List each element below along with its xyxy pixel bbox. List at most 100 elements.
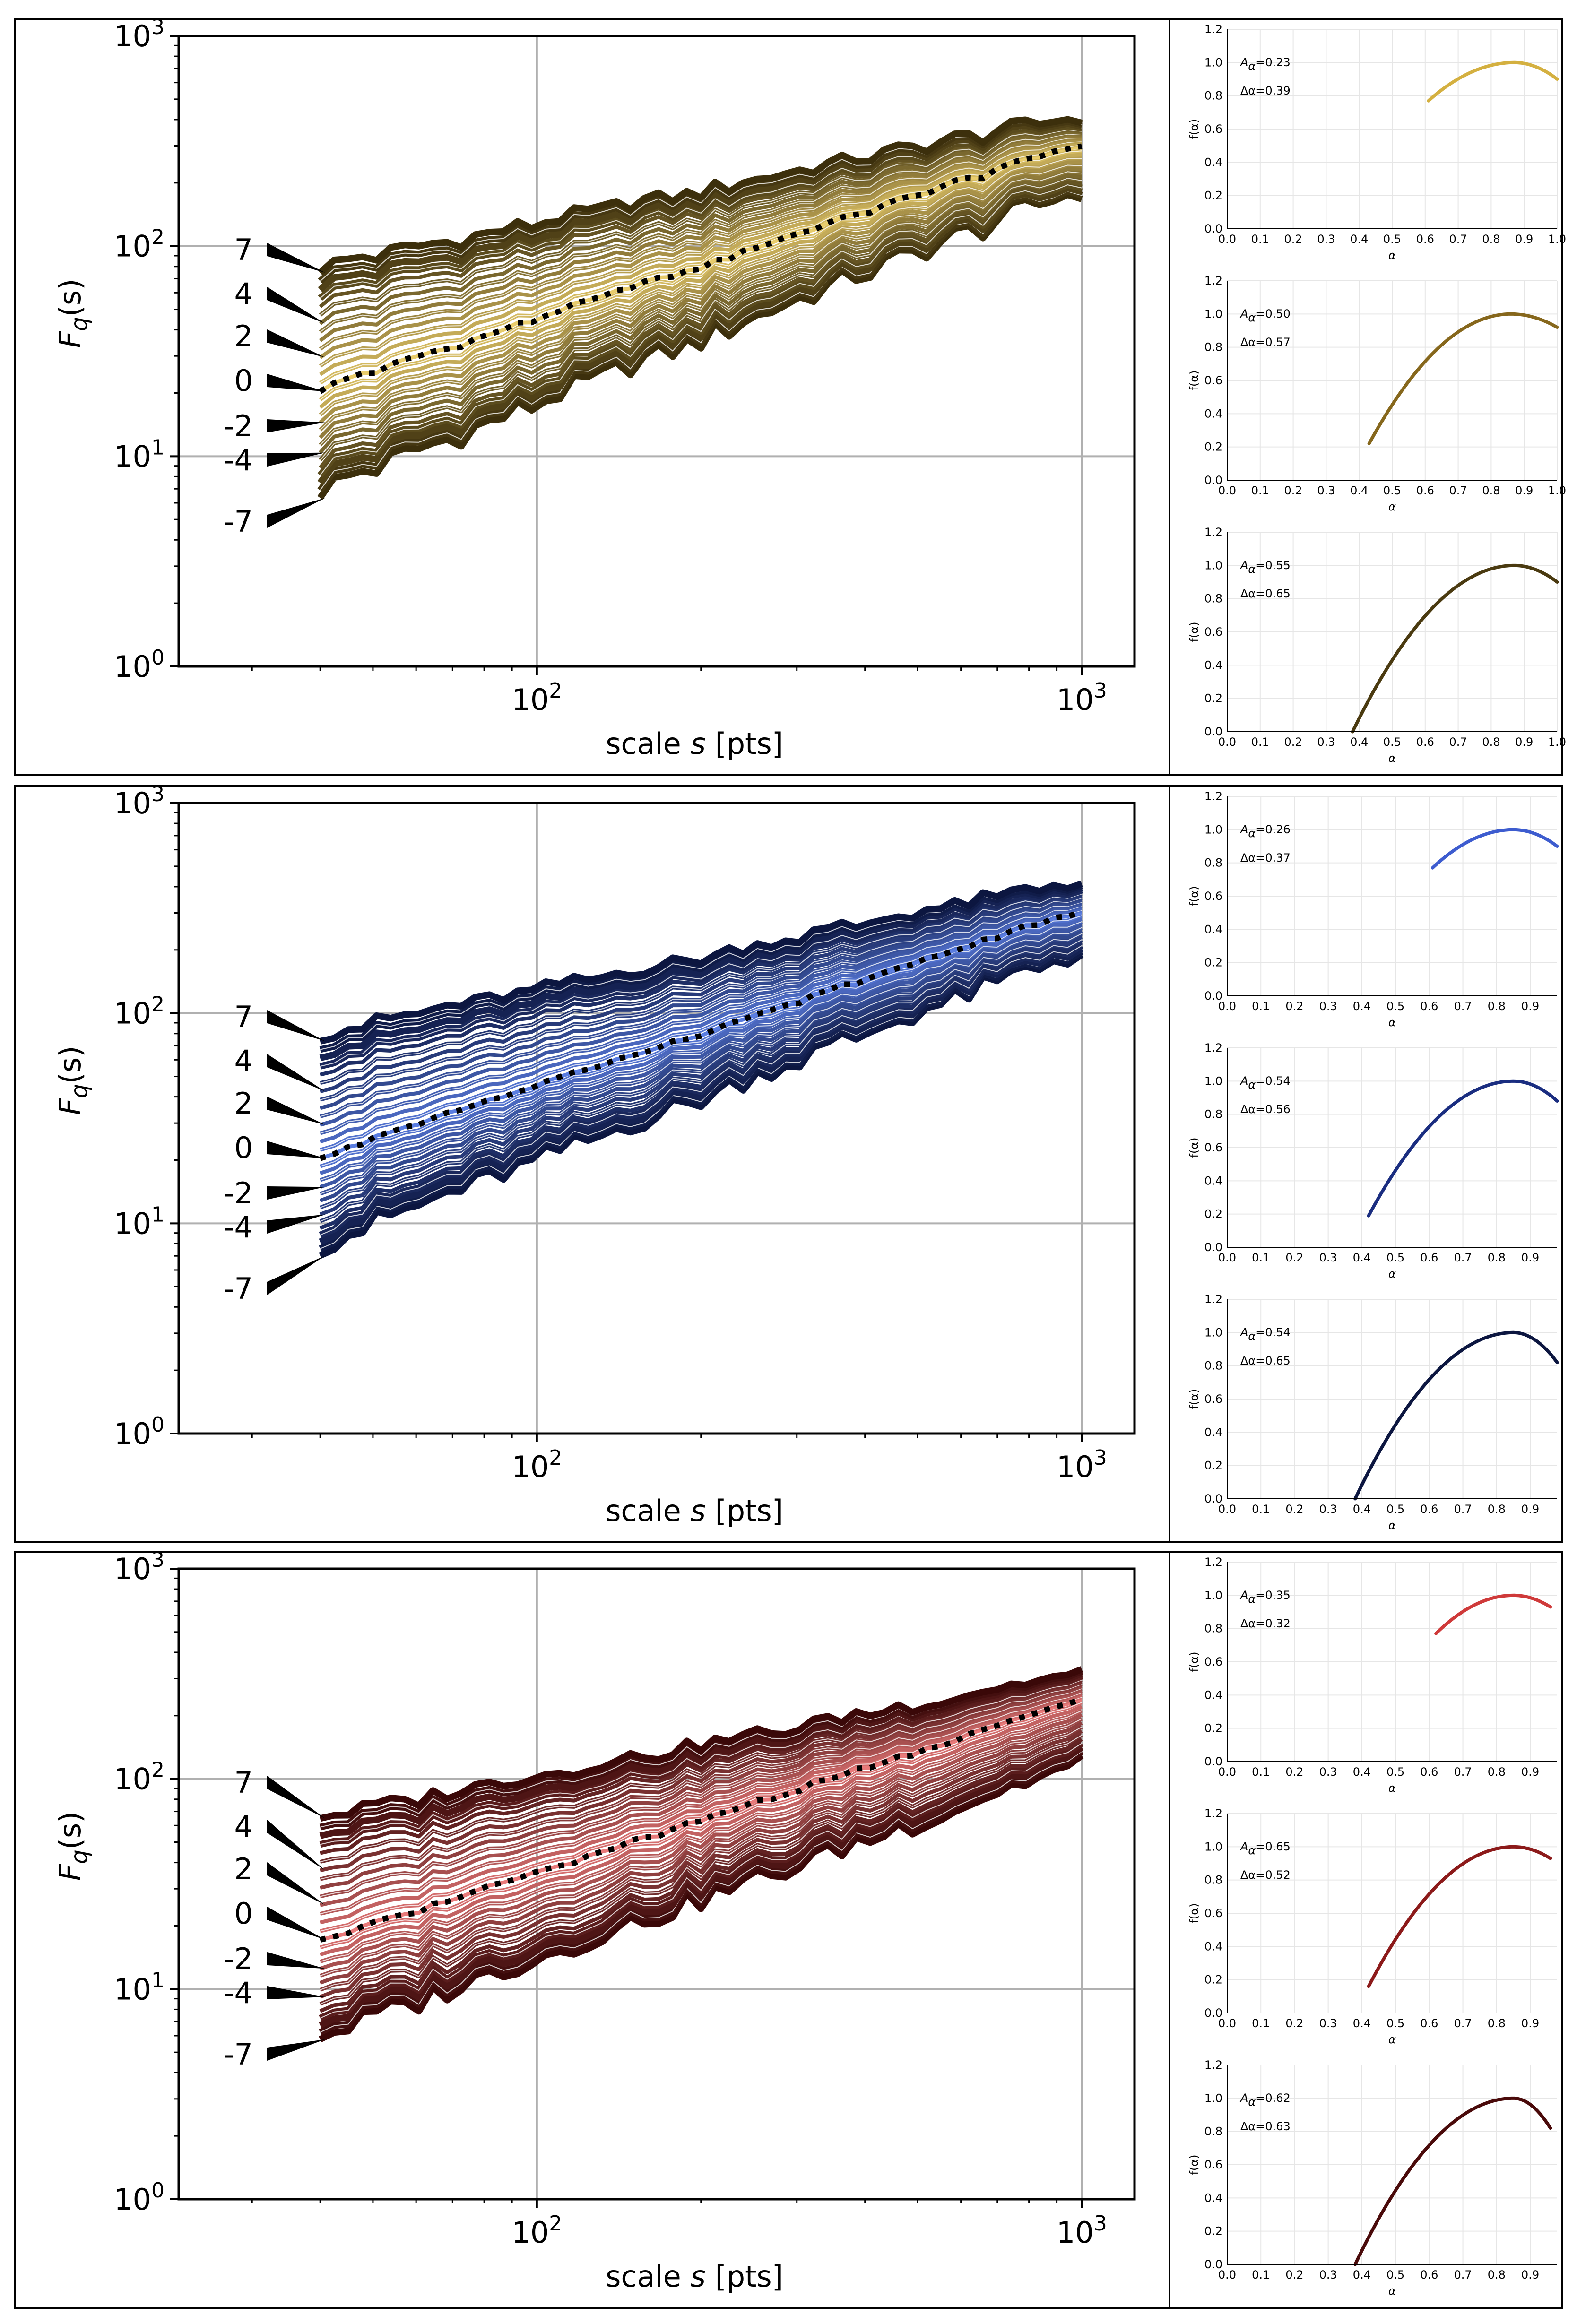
spectrum-x-tick-label: 0.1	[1251, 233, 1269, 246]
spectrum-y-tick-label: 0.2	[1204, 441, 1222, 454]
q-label: -7	[224, 1271, 253, 1306]
q-label-arrow	[267, 452, 325, 467]
q-label: -2	[224, 1942, 253, 1976]
y-axis-label: Fq(s)	[53, 279, 93, 348]
spectrum-y-tick-label: 0.4	[1204, 407, 1222, 420]
spectrum-curve	[1367, 312, 1559, 446]
spectrum-y-tick-label: 0.4	[1204, 156, 1222, 169]
curve-q	[319, 1737, 1083, 2013]
curve-q	[318, 116, 1083, 276]
curve-highlight	[320, 927, 1082, 1194]
curve-q	[319, 138, 1082, 359]
curve-q	[319, 916, 1083, 1175]
spectrum-x-label: α	[1388, 2033, 1396, 2046]
q-label-arrow	[267, 1907, 325, 1940]
y-tick-label: 101	[114, 435, 165, 474]
fluctuation-curves	[317, 116, 1083, 500]
q-label-arrow	[267, 498, 325, 528]
spectrum-y-tick-label: 1.0	[1204, 1326, 1222, 1339]
spectrum-y-tick-label: 1.2	[1204, 1555, 1222, 1569]
spectrum-x-tick-label: 0.7	[1454, 1000, 1472, 1013]
y-tick-label: 102	[114, 1758, 165, 1797]
axes-frame	[177, 35, 1136, 668]
spectrum-x-tick-label: 0.4	[1350, 484, 1368, 497]
curve-highlight	[320, 893, 1082, 1084]
spectrum-x-tick-label: 0.3	[1317, 233, 1335, 246]
panel-right-frame	[1169, 785, 1563, 1543]
spectrum-y-tick-label: 0.4	[1204, 1688, 1222, 1702]
spectrum-y-label: f(α)	[1187, 622, 1201, 642]
spectrum-y-tick-label: 0.6	[1204, 122, 1222, 136]
curve-q	[319, 1753, 1084, 2042]
spectrum-x-tick-label: 0.3	[1319, 2268, 1337, 2281]
spectrum-inset: 0.0 0.2 0.4 0.6 0.8 1.0 1.2 0.0 0.1 0.2 0.3 0.4 0.5 0…	[1187, 274, 1566, 513]
spectrum-x-tick-label: 0.6	[1420, 1503, 1438, 1516]
curve-q	[319, 881, 1083, 1045]
curve-highlight	[320, 1743, 1082, 2019]
y-tick-label: 100	[114, 2178, 165, 2217]
spectrum-y-tick-label: 0.6	[1204, 890, 1222, 903]
x-axis-label: scale s [pts]	[606, 2259, 783, 2294]
curve-highlight	[320, 1710, 1082, 1962]
spectrum-y-label: f(α)	[1187, 886, 1201, 907]
spectrum-x-tick-label: 0.7	[1454, 1503, 1472, 1516]
q-label-arrow	[267, 1820, 325, 1871]
spectrum-y-tick-label: 0.8	[1204, 1359, 1222, 1373]
spectrum-width: Δα=0.57	[1240, 336, 1291, 349]
spectrum-y-tick-label: 0.0	[1204, 1492, 1222, 1505]
curve-highlight	[320, 906, 1082, 1134]
spectrum-y-tick-label: 0.2	[1204, 2225, 1222, 2238]
spectrum-x-tick-label: 0.7	[1454, 1765, 1472, 1779]
spectrum-y-tick-label: 0.8	[1204, 2125, 1222, 2138]
spectrum-x-tick-label: 0.1	[1252, 1000, 1270, 1013]
spectrum-x-tick-label: 0.3	[1319, 2017, 1337, 2030]
spectrum-x-tick-label: 0.9	[1521, 2017, 1539, 2030]
x-tick-label: 103	[1057, 1446, 1107, 1484]
y-axis-label: Fq(s)	[53, 1046, 93, 1115]
spectrum-inset: 0.0 0.2 0.4 0.6 0.8 1.0 1.2 0.0 0.1 0.2 0.3 0.4 0.5 0…	[1187, 1293, 1559, 1532]
spectrum-x-tick-label: 0.6	[1416, 735, 1434, 749]
spectrum-x-tick-label: 0.4	[1350, 233, 1368, 246]
spectrum-y-tick-label: 0.6	[1204, 1907, 1222, 1920]
spectrum-y-tick-label: 1.0	[1204, 2091, 1222, 2105]
spectrum-inset: 0.0 0.2 0.4 0.6 0.8 1.0 1.2 0.0 0.1 0.2 0.3 0.4 0.5 0…	[1187, 526, 1566, 765]
x-tick-label: 103	[1057, 2212, 1107, 2250]
spectrum-y-tick-label: 1.0	[1204, 1589, 1222, 1602]
spectrum-x-tick-label: 0.8	[1488, 1251, 1506, 1264]
spectrum-x-tick-label: 0.2	[1285, 1765, 1303, 1779]
curve-q	[320, 906, 1083, 1144]
spectrum-y-tick-label: 0.2	[1204, 692, 1222, 705]
spectrum-x-tick-label: 0.5	[1386, 1251, 1404, 1264]
spectrum-x-tick-label: 0.8	[1488, 1000, 1506, 1013]
y-tick-label: 102	[114, 225, 165, 264]
spectrum-x-tick-label: 0.4	[1353, 1000, 1371, 1013]
spectrum-x-tick-label: 0.1	[1252, 2268, 1270, 2281]
spectrum-y-tick-label: 0.8	[1204, 1108, 1222, 1121]
curve-q	[319, 1713, 1083, 1971]
spectrum-y-tick-label: 1.0	[1204, 823, 1222, 836]
spectrum-inset: 0.0 0.2 0.4 0.6 0.8 1.0 1.2 0.0 0.1 0.2 0.3 0.4 0.5 0…	[1187, 23, 1566, 262]
spectrum-x-tick-label: 0.6	[1420, 1251, 1438, 1264]
spectrum-inset: 0.0 0.2 0.4 0.6 0.8 1.0 1.2 0.0 0.1 0.2 0.3 0.4 0.5 0…	[1187, 2058, 1557, 2298]
spectrum-x-tick-label: 0.9	[1515, 735, 1533, 749]
q-label-arrow	[267, 374, 325, 392]
panel-right-frame	[1169, 18, 1563, 776]
spectrum-width: Δα=0.63	[1240, 2120, 1291, 2133]
curve-q	[320, 902, 1083, 1127]
spectrum-y-tick-label: 0.8	[1204, 592, 1222, 605]
spectrum-x-tick-label: 0.0	[1218, 735, 1236, 749]
spectrum-width: Δα=0.56	[1240, 1103, 1291, 1116]
spectrum-x-label: α	[1388, 1781, 1396, 1795]
panel-3: 100 101 102 103 102 103 scale s [pts] Fq(s) 7 4 2 0…	[14, 1548, 1563, 2309]
spectrum-y-tick-label: 0.0	[1204, 222, 1222, 235]
curve-highlight	[320, 1679, 1082, 1863]
spectrum-y-label: f(α)	[1187, 119, 1201, 139]
y-axis-label: Fq(s)	[53, 1812, 93, 1881]
curve-highlight	[320, 1727, 1082, 1991]
panel-1: 100 101 102 103 102 103 scale s [pts] Fq(s) 7 4 2 0…	[14, 15, 1566, 776]
q-label-arrow	[267, 1952, 325, 1969]
spectrum-y-tick-label: 0.2	[1204, 1459, 1222, 1472]
y-tick-label: 100	[114, 1413, 165, 1451]
spectrum-y-tick-label: 0.0	[1204, 474, 1222, 487]
